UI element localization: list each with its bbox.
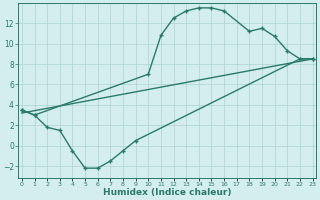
X-axis label: Humidex (Indice chaleur): Humidex (Indice chaleur) xyxy=(103,188,231,197)
